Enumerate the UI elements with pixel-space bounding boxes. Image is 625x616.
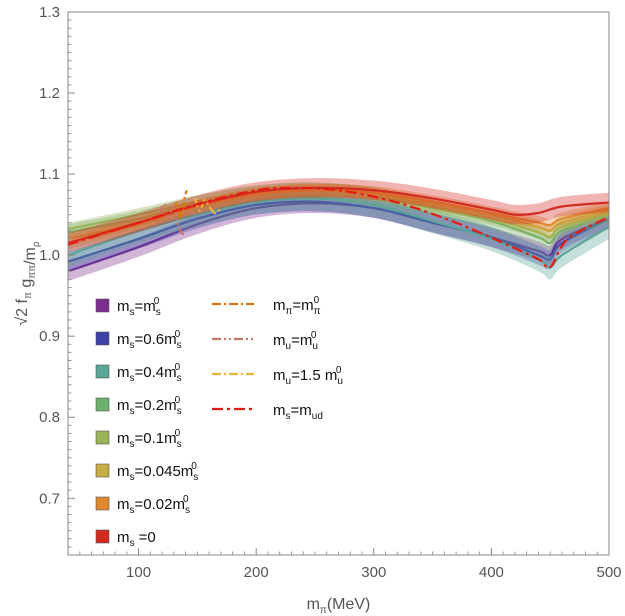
x-tick-label: 100 [126, 564, 151, 581]
band-m-s-0-1m-s-0 [68, 182, 609, 244]
line-m-s-0-2m-s-0 [68, 189, 609, 245]
legend-swatch [95, 529, 110, 544]
line-layer [68, 186, 609, 270]
legend-label: mπ=mπ0 [273, 295, 321, 317]
y-axis-label: √2 fπ gππ/mρ [14, 241, 42, 325]
legend-item-m-s-m-s-0: ms=ms0 [95, 296, 161, 318]
x-tick-label: 400 [479, 564, 504, 581]
band-m-s-0 [68, 178, 609, 253]
legend-item-m-s-0: ms =0 [95, 529, 156, 549]
legend-swatch [95, 496, 110, 511]
legend-label: ms=0.2ms0 [117, 395, 182, 417]
legend-label: mu=1.5 mu0 [273, 365, 343, 387]
legend-item-m-s-0-02m-s-0: ms=0.02ms0 [95, 494, 190, 516]
line-m-s-0-6m-s-0 [68, 200, 609, 263]
legend-item-m-s-0-2m-s-0: ms=0.2ms0 [95, 395, 182, 417]
y-tick-label: 0.7 [39, 490, 60, 507]
y-tick-label: 1.3 [39, 4, 60, 21]
x-axis-label: mπ(MeV) [307, 596, 371, 616]
legend-swatch [95, 364, 110, 379]
legend-label: ms=0.045ms0 [117, 461, 198, 483]
legend-label: ms=0.6ms0 [117, 329, 182, 351]
x-tick-label: 300 [361, 564, 386, 581]
dashed-m-m-0 [172, 189, 188, 220]
legend-label: ms=0.4ms0 [117, 362, 182, 384]
legend-label: ms=0.02ms0 [117, 494, 190, 516]
legend-label: ms=mud [273, 402, 323, 422]
x-tick-label: 200 [244, 564, 269, 581]
legend-item-m-u-m-u-0: mu=mu0 [212, 330, 318, 352]
legend-item-m-s-0-6m-s-0: ms=0.6ms0 [95, 329, 182, 351]
dashed-m-u-m-u-0 [158, 202, 185, 236]
line-m-s-0-02m-s-0 [68, 189, 609, 245]
legend-swatch [95, 331, 110, 346]
dashed-m-s-m-ud [68, 186, 609, 270]
dashed-m-u-1-5-m-u-0 [193, 197, 222, 215]
legend-swatch [95, 298, 110, 313]
line-m-s-0 [68, 186, 609, 245]
band-m-s-0-4m-s-0 [68, 186, 609, 280]
legend-label: ms=ms0 [117, 296, 161, 318]
band-layer [68, 178, 609, 282]
legend-item-m-u-1-5-m-u-0: mu=1.5 mu0 [212, 365, 343, 387]
x-tick-label: 500 [596, 564, 621, 581]
legend-item-m-s-0-4m-s-0: ms=0.4ms0 [95, 362, 182, 384]
legend: ms=ms0 ms=0.6ms0 ms=0.4ms0 ms=0.2ms0 ms=0.1m… [95, 295, 343, 549]
legend-item-m-s-0-045m-s-0: ms=0.045ms0 [95, 461, 198, 483]
y-tick-label: 0.8 [39, 409, 60, 426]
legend-label: mu=mu0 [273, 330, 318, 352]
band-m-s-0-045m-s-0 [68, 183, 609, 246]
band-m-s-m-s-0 [68, 193, 609, 282]
y-tick-label: 0.9 [39, 328, 60, 345]
legend-label: ms=0.1ms0 [117, 428, 182, 450]
legend-item-m-s-m-ud: ms=mud [212, 402, 323, 422]
legend-swatch [95, 430, 110, 445]
legend-swatch [95, 463, 110, 478]
legend-item-m-s-0-1m-s-0: ms=0.1ms0 [95, 428, 182, 450]
axis-ticks: 100 200 300 400 500 0.7 0.8 0.9 1.0 1.1 1.2 1.3 [39, 4, 621, 581]
y-tick-label: 1.2 [39, 85, 60, 102]
line-m-s-0-1m-s-0 [68, 188, 609, 239]
y-tick-label: 1.0 [39, 247, 60, 264]
legend-item-m-m-0: mπ=mπ0 [212, 295, 321, 317]
band-m-s-0-6m-s-0 [68, 191, 609, 272]
legend-swatch [95, 397, 110, 412]
y-tick-label: 1.1 [39, 166, 60, 183]
legend-label: ms =0 [117, 529, 156, 549]
